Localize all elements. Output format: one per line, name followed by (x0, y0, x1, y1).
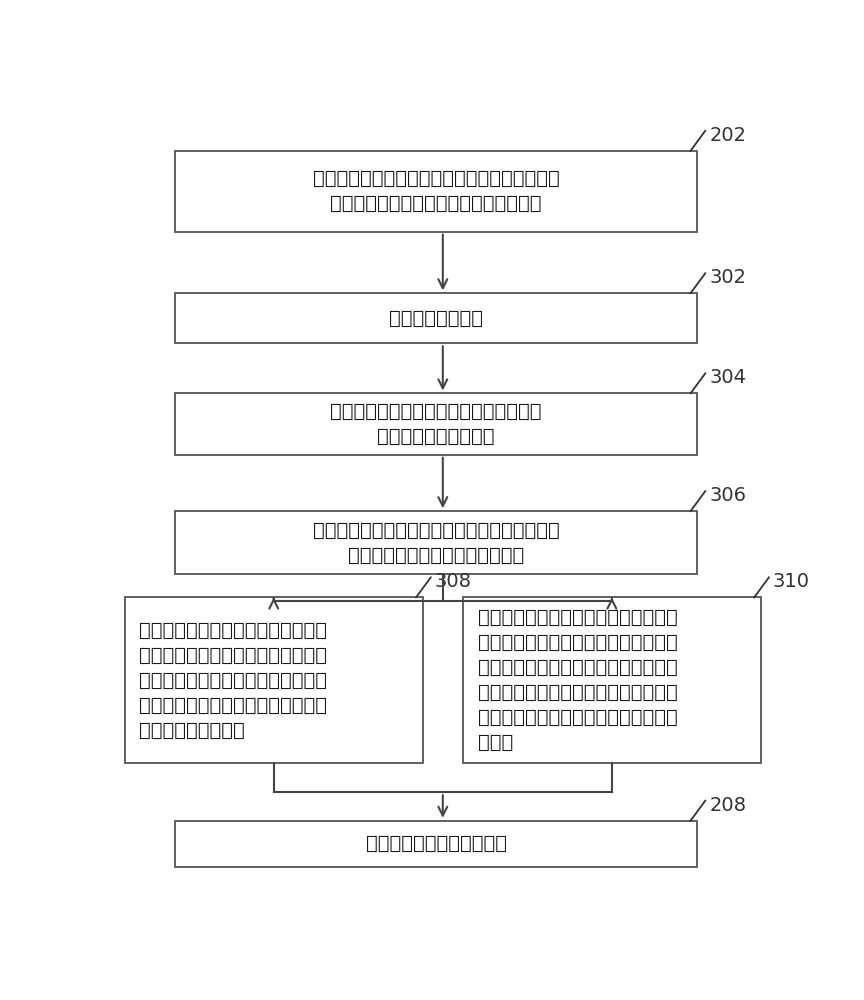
Text: 302: 302 (709, 268, 746, 287)
FancyBboxPatch shape (175, 293, 697, 343)
Text: 根据数据比对结果和预设的续航时长分析逻辑，
对实时参数数据进行续航时长分析: 根据数据比对结果和预设的续航时长分析逻辑， 对实时参数数据进行续航时长分析 (313, 521, 560, 565)
FancyBboxPatch shape (175, 511, 697, 574)
FancyBboxPatch shape (463, 597, 761, 763)
FancyBboxPatch shape (175, 821, 697, 867)
Text: 当数据匹配结果为预设模拟数据集中不
存在与实时参数数据匹配的目标测试参
数数据时，通过预设的无人机定位器续
航时长分析模型函数对实时参数数据进
行续航时长分析，: 当数据匹配结果为预设模拟数据集中不 存在与实时参数数据匹配的目标测试参 数数据时… (478, 608, 677, 752)
Text: 208: 208 (709, 796, 746, 815)
Text: 202: 202 (709, 126, 746, 145)
Text: 获取实时参数数据，包括无人机定位器电源参数
数据、传感器参数数据以及通信参数数据: 获取实时参数数据，包括无人机定位器电源参数 数据、传感器参数数据以及通信参数数据 (313, 169, 560, 213)
Text: 306: 306 (709, 486, 746, 505)
FancyBboxPatch shape (175, 393, 697, 455)
Text: 推送无人机定位器续航时长: 推送无人机定位器续航时长 (365, 834, 506, 853)
Text: 310: 310 (773, 572, 810, 591)
Text: 308: 308 (435, 572, 472, 591)
FancyBboxPatch shape (175, 151, 697, 232)
FancyBboxPatch shape (124, 597, 422, 763)
Text: 获取预设模拟数据: 获取预设模拟数据 (389, 309, 483, 328)
Text: 304: 304 (709, 368, 746, 387)
Text: 将实时参数数据与预设模拟参数中的测试
参数数据进行数据比对: 将实时参数数据与预设模拟参数中的测试 参数数据进行数据比对 (330, 402, 542, 446)
Text: 当数据匹配结果为预设模拟数据集中
存在与实时参数数据匹配的目标测试
参数数据时，从预设模拟数据集中获
取与目标测试参数数据关联的无人机
定位器模拟续航时长: 当数据匹配结果为预设模拟数据集中 存在与实时参数数据匹配的目标测试 参数数据时，… (139, 621, 327, 740)
